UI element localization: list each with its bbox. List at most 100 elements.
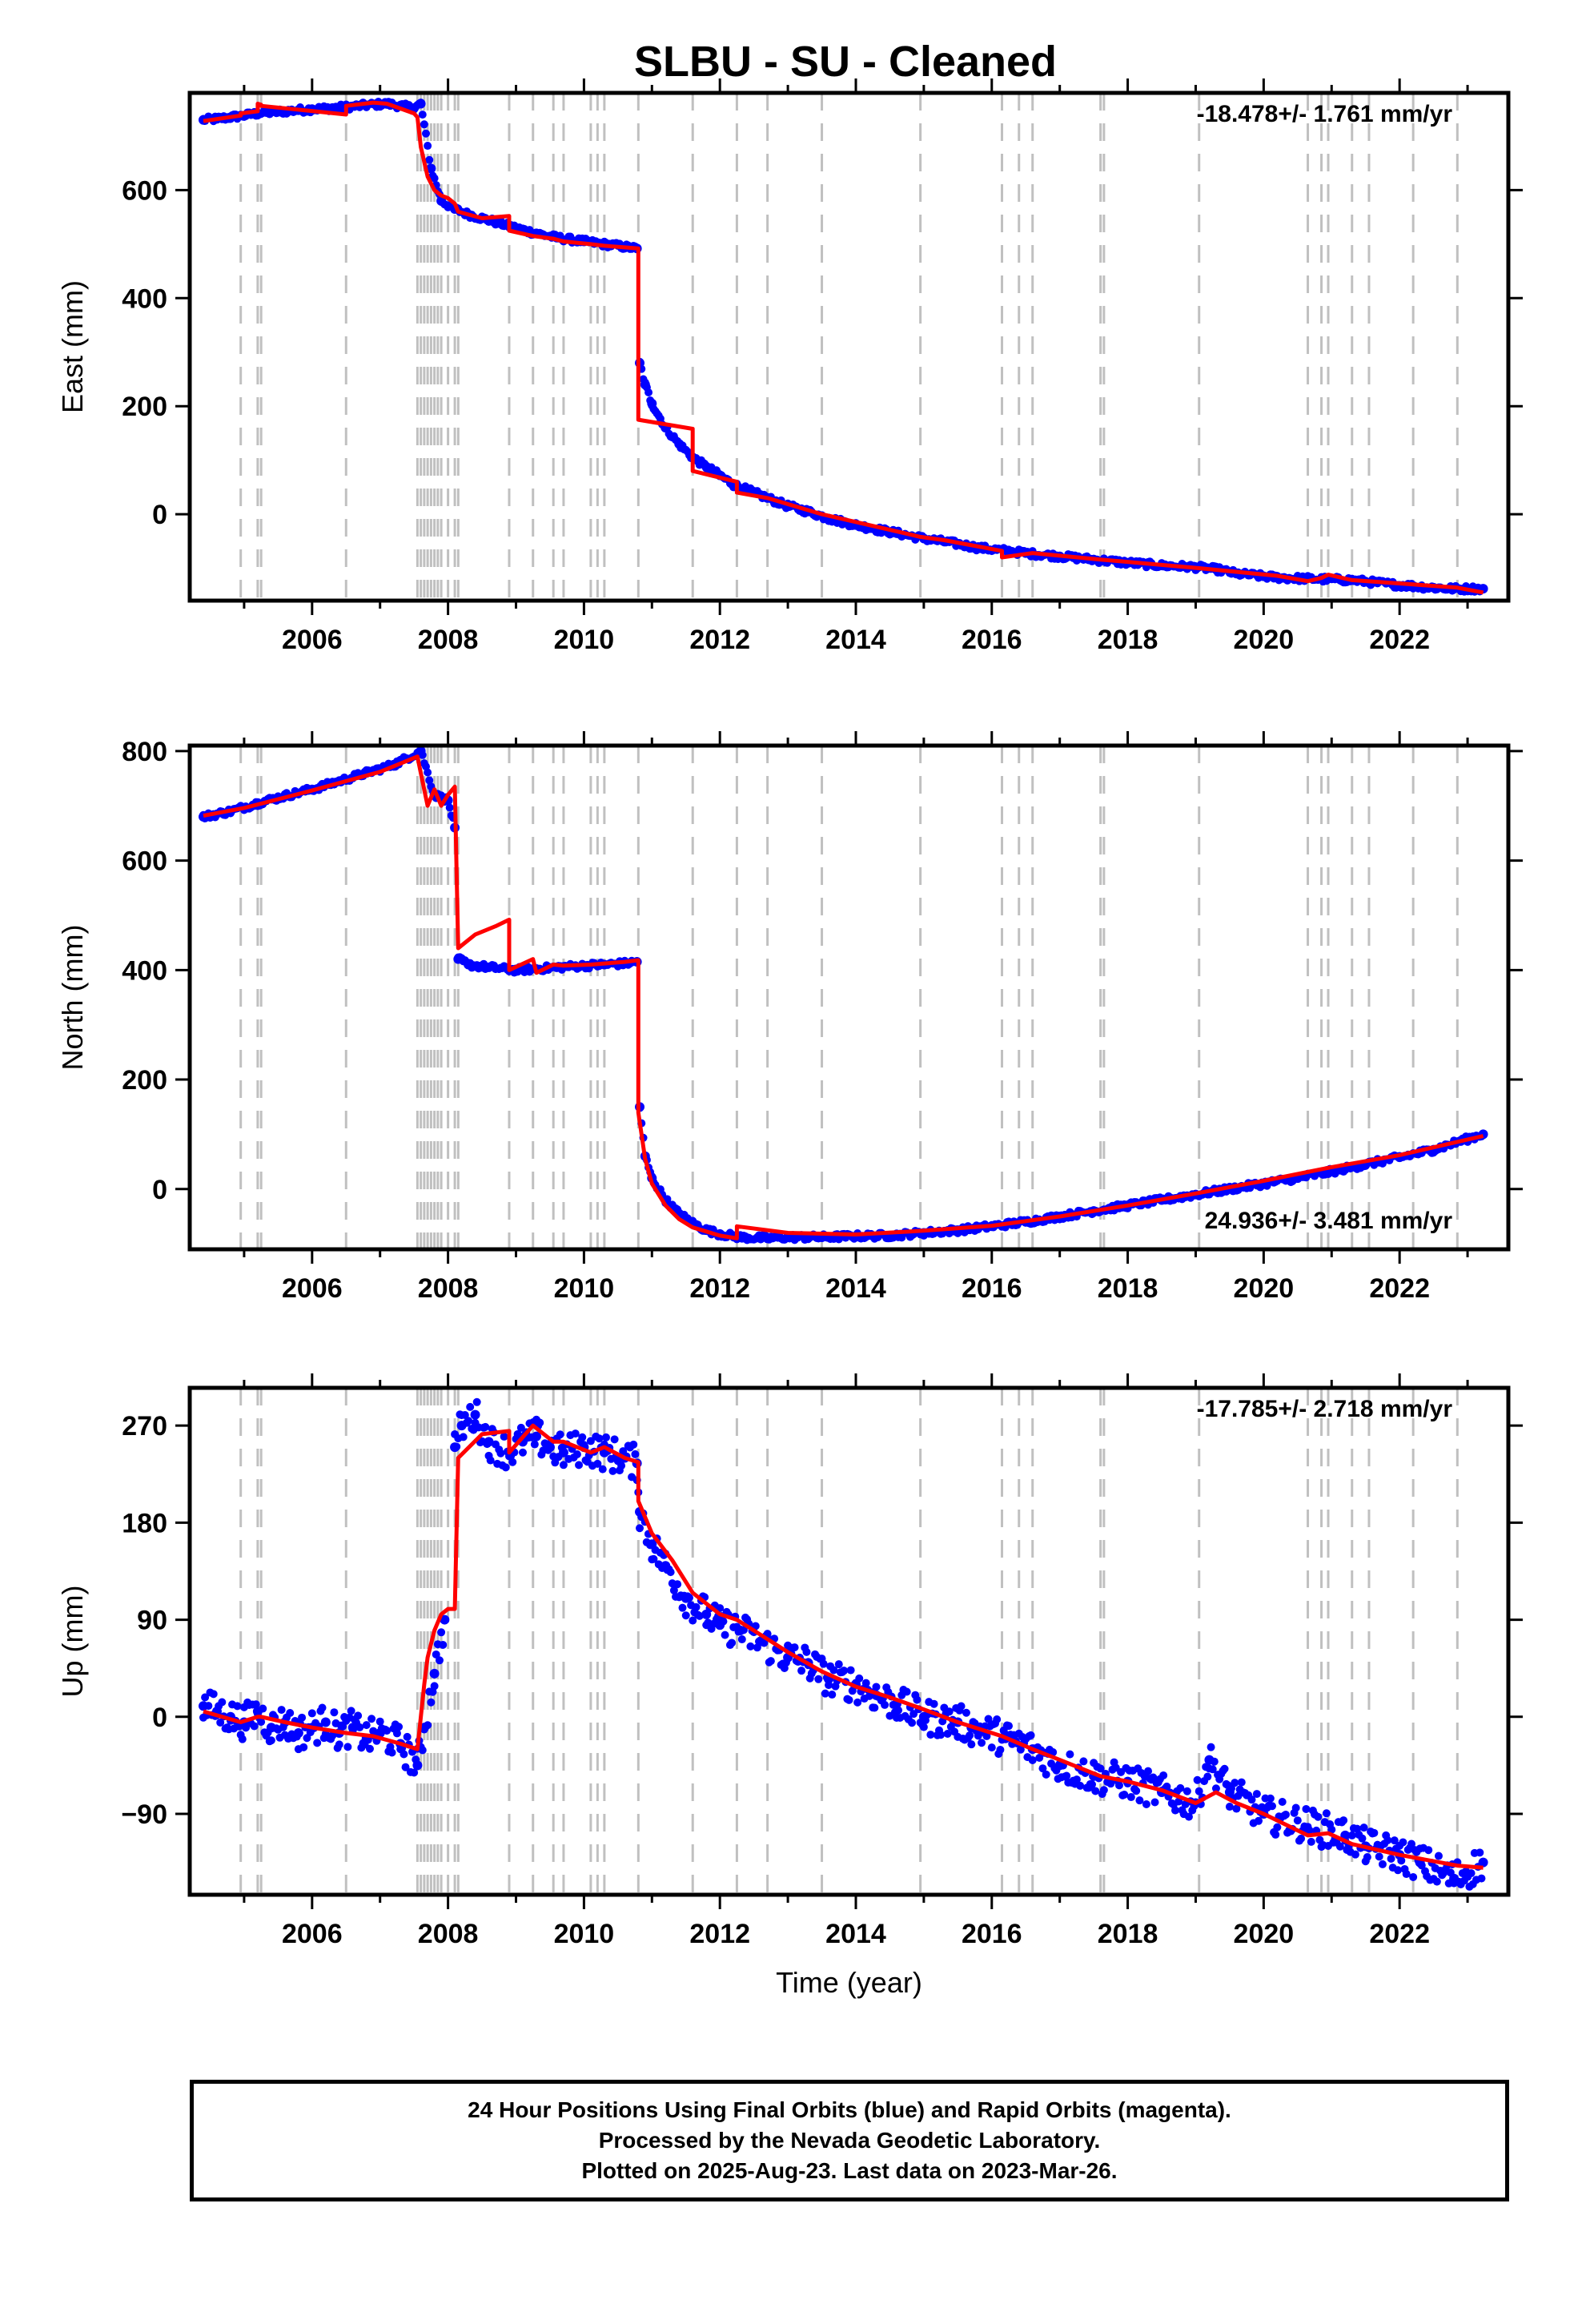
x-axis: 2006 2008 2010 2012 2014 2016 2018 2020 2022 [243,1373,1469,1949]
observed-point [678,1603,687,1612]
observed-point [1307,1837,1315,1846]
observed-point [1417,1861,1426,1870]
observed-point [392,1729,401,1738]
observed-point [1176,1783,1185,1792]
y-tick-label: 0 [152,500,167,530]
footer-box: 24 Hour Positions Using Final Orbits (bl… [190,2080,1509,2201]
observed-point [501,1463,510,1472]
observed-point [375,1717,384,1726]
observed-point [996,1745,1005,1754]
observed-point [1291,1803,1300,1812]
observed-point [608,1466,617,1475]
observed-point [575,1461,584,1470]
observed-point [1120,1790,1129,1799]
x-tick-label: 2008 [418,625,479,655]
observed-point [362,1721,371,1730]
observed-point [1322,1809,1331,1818]
observed-point [1231,1779,1239,1787]
x-tick-label: 2014 [825,1919,886,1949]
observed-point [1247,1795,1256,1804]
observed-point [716,1604,725,1613]
observed-point [218,1698,227,1707]
observed-point [466,1402,475,1411]
observed-point [367,1715,376,1723]
observed-point [251,1700,260,1709]
observed-point [1035,1754,1044,1763]
observed-point [1237,1778,1246,1787]
y-tick-label: 200 [122,392,167,422]
plot-frame [187,90,1511,603]
observed-point [1126,1793,1135,1802]
observed-point [846,1666,855,1675]
observed-point [870,1703,879,1712]
observed-point [1273,1823,1282,1831]
observed-point [695,1611,704,1620]
x-tick-label: 2018 [1098,1273,1158,1304]
x-tick-label: 2006 [282,625,343,655]
footer-line-3: Plotted on 2025-Aug-23. Last data on 202… [581,2158,1118,2183]
observed-point [821,1689,829,1698]
observed-point [420,120,428,129]
y-tick-label: 0 [152,1175,167,1205]
x-tick-label: 2012 [689,1919,750,1949]
observed-point [472,1397,481,1406]
observed-point [1434,1852,1443,1860]
rate-label: 24.936+/- 3.481 mm/yr [1205,1208,1453,1234]
observed-point [209,1690,218,1699]
observed-point [263,1728,272,1737]
observed-point [1363,1852,1371,1861]
observed-point [1252,1790,1261,1799]
y-axis-label: North (mm) [56,925,89,1071]
observed-point [1091,1787,1100,1795]
observed-point [802,1647,811,1656]
observed-point [545,1442,554,1451]
observed-point [1375,1852,1383,1861]
observed-point [828,1691,837,1699]
observed-point [978,1739,986,1747]
observed-point [1397,1856,1406,1865]
observed-point [1162,1782,1171,1791]
observed-point [422,129,431,138]
observed-point [1195,1787,1203,1795]
observed-point [1208,1765,1217,1774]
observed-point [1076,1781,1085,1790]
observed-point [1159,1771,1168,1779]
observed-point [1378,1860,1387,1868]
observed-point [1088,1780,1097,1789]
observed-point [967,1740,976,1749]
observed-point [328,1731,337,1740]
x-tick-label: 2010 [554,625,615,655]
observed-point [429,1668,440,1679]
observed-point [1062,1771,1071,1780]
observed-point [845,1695,853,1704]
offset-lines [239,93,1459,601]
observed-point [1402,1870,1411,1879]
observed-point [595,1434,604,1443]
observed-point [1182,1787,1191,1795]
observed-point [383,1727,391,1735]
observed-point [1135,1796,1144,1805]
observed-point [320,1717,331,1727]
y-tick-label: 600 [122,846,167,877]
observed-point [578,1433,587,1441]
plot-frame [187,1385,1511,1897]
north-panel: 2006 2008 2010 2012 2014 2016 2018 2020 2022 0 200… [56,731,1523,1304]
observed-point [987,1743,996,1752]
observed-point [235,1722,243,1731]
x-tick-label: 2018 [1098,1919,1158,1949]
x-axis: 2006 2008 2010 2012 2014 2016 2018 2020 2022 [243,731,1469,1304]
observed-point [440,1614,450,1625]
observed-point [982,1731,991,1740]
observed-point [1072,1775,1081,1784]
x-tick-label: 2006 [282,1273,343,1304]
observed-point [365,1744,374,1753]
observed-point [1302,1804,1311,1813]
observed-point [1052,1766,1061,1775]
observed-point [797,1667,806,1675]
observed-point [834,1660,843,1669]
observed-point [1266,1794,1275,1803]
observed-point [1184,1812,1193,1821]
model-line [203,754,1484,1240]
observed-point [926,1731,935,1739]
